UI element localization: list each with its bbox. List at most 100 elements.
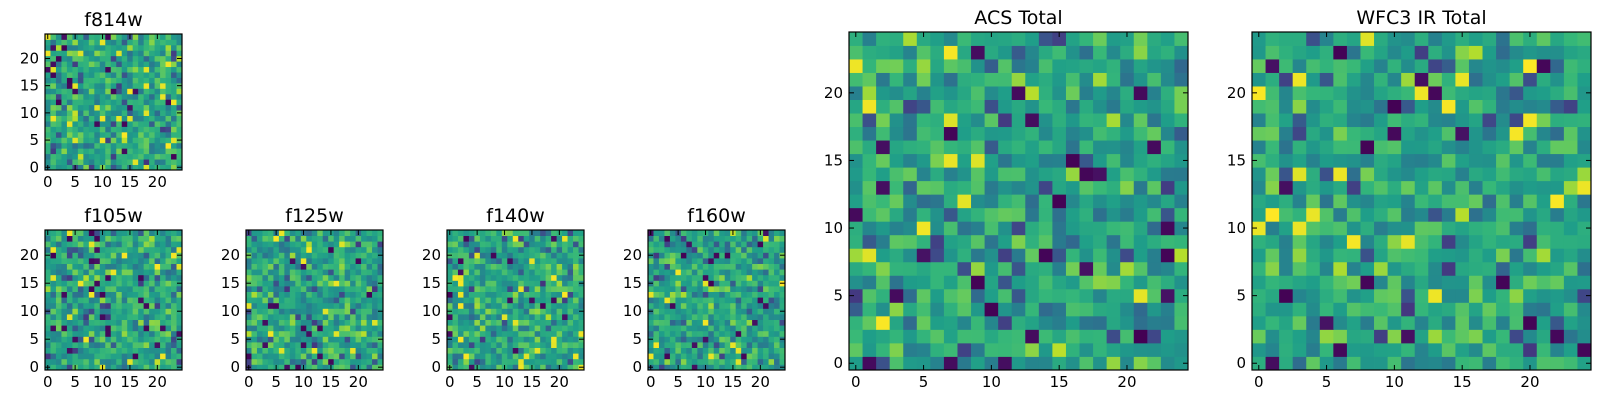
heatmap-cell [1079,126,1094,141]
heatmap-cell [474,241,481,248]
heatmap-cell [768,241,775,248]
heatmap-cell [468,280,475,287]
heatmap-cell [127,308,134,315]
heatmap-cell [551,241,557,248]
heatmap-cell [366,330,373,337]
heatmap-cell [72,235,79,242]
heatmap-cell [957,275,972,290]
heatmap-cell [295,302,302,309]
heatmap-cell [984,288,999,303]
heatmap-cell [1360,234,1375,249]
heatmap-cell [72,159,79,165]
heatmap-cell [72,342,79,348]
heatmap-cell [1387,99,1402,114]
heatmap-cell [849,234,863,249]
heatmap-cell [876,342,891,357]
heatmap-cell [664,325,671,332]
heatmap-cell [518,263,525,270]
heatmap-cell [160,137,166,144]
heatmap-cell [256,336,263,343]
heatmap-cell [1455,342,1470,357]
heatmap-cell [862,342,877,357]
heatmap-cell [512,235,519,242]
heatmap-cell [295,314,302,320]
heatmap-cell [1079,113,1094,128]
heatmap-cell [1468,167,1483,182]
heatmap-cell [127,325,134,332]
heatmap-cell [1509,99,1524,114]
heatmap-cell [72,358,79,365]
heatmap-cell [507,347,514,354]
heatmap-cell [72,269,79,276]
heatmap-cell [50,286,57,292]
heatmap-cell [77,297,84,304]
heatmap-cell [930,275,945,290]
heatmap-cell [1468,59,1483,73]
heatmap-cell [730,330,737,337]
heatmap-cell [1279,59,1294,73]
heatmap-cell [779,314,786,320]
heatmap-cell [306,246,313,253]
heatmap-cell [1106,140,1121,155]
heatmap-cell [377,302,384,309]
heatmap-cell [1414,153,1429,168]
heatmap-cell [741,286,748,292]
heatmap-cell [479,286,486,292]
heatmap-cell [507,263,514,270]
heatmap-cell [372,336,378,343]
heatmap-cell [1441,72,1456,87]
heatmap-cell [768,325,775,332]
heatmap-cell [713,302,720,309]
heatmap-cell [746,252,753,259]
heatmap-cell [691,342,698,348]
heatmap-cell [289,325,296,332]
heatmap-cell [463,308,470,315]
heatmap-cell [372,252,378,259]
heatmap-cell [1292,180,1307,195]
heatmap-cell [366,241,373,248]
heatmap-cell [501,241,508,248]
heatmap-cell [889,113,904,128]
heatmap-cell [1563,45,1578,60]
heatmap-cell [490,291,497,298]
heatmap-cell [573,263,579,270]
heatmap-cell [350,235,356,242]
heatmap-cell [534,263,541,270]
heatmap-cell [713,342,720,348]
heatmap-cell [50,61,57,68]
heatmap-cell [1147,99,1162,114]
heatmap-cell [116,252,123,259]
heatmap-cell [724,347,731,354]
heatmap-cell [452,263,459,270]
heatmap-cell [132,164,139,171]
heatmap-cell [1346,126,1361,141]
heatmap-cell [957,342,972,357]
heatmap-cell [149,110,155,116]
heatmap-cell [160,72,166,78]
heatmap-cell [916,180,931,195]
heatmap-cell [83,66,90,73]
heatmap-cell [372,319,378,326]
heatmap-cell [518,330,525,337]
heatmap-cell [1414,342,1429,357]
heatmap-cell [311,319,318,326]
heatmap-cell [763,241,769,248]
heatmap-cell [485,302,492,309]
heatmap-cell [246,342,252,348]
heatmap-cell [1174,72,1189,87]
heatmap-cell [916,32,931,46]
heatmap-cell [99,342,106,348]
heatmap-cell [540,297,547,304]
heatmap-cell [578,274,585,281]
heatmap-cell [273,319,280,326]
heatmap-cell [61,274,68,281]
heatmap-cell [1292,234,1307,249]
x-tick-label: 15 [723,373,742,391]
heatmap-cell [160,297,166,304]
heatmap-cell [545,258,552,264]
heatmap-cell [273,358,280,365]
heatmap-cell [1038,275,1053,290]
heatmap-cell [724,230,731,236]
heatmap-cell [719,274,726,281]
